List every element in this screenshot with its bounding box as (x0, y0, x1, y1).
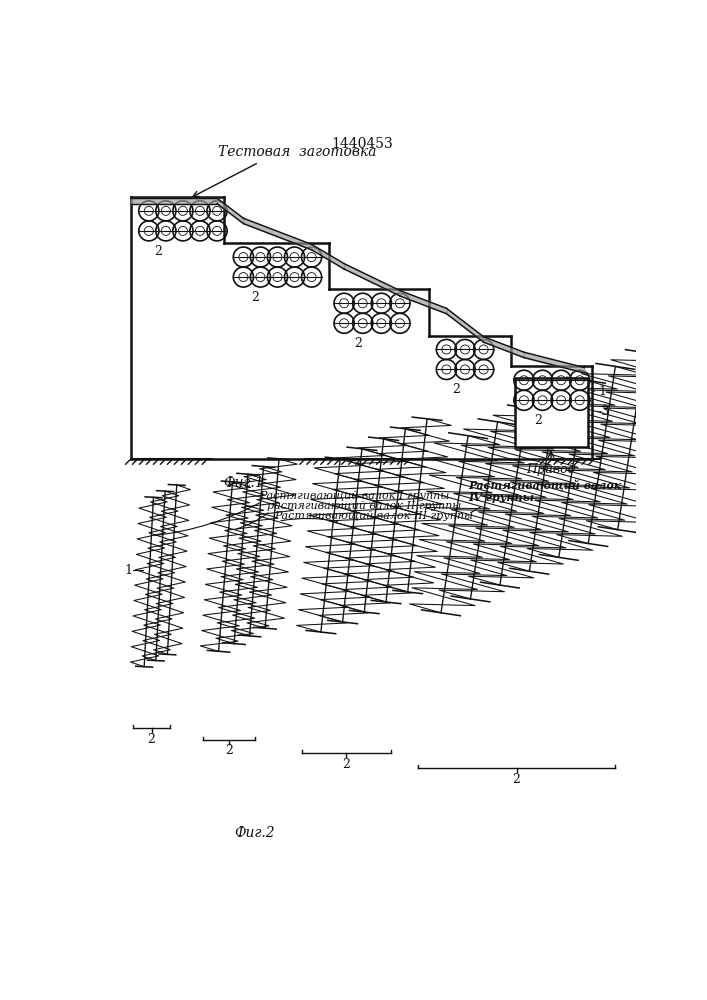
Text: 2: 2 (342, 758, 350, 771)
Text: 2: 2 (452, 383, 460, 396)
Text: Растягивающий валок III группы: Растягивающий валок III группы (274, 511, 474, 521)
Text: 2: 2 (354, 337, 362, 350)
Text: Тестовая  заготовка: Тестовая заготовка (218, 144, 377, 158)
Text: Растягивающий валок
IV группы: Растягивающий валок IV группы (468, 479, 621, 503)
Text: 1440453: 1440453 (331, 137, 393, 151)
Text: –3: –3 (595, 405, 609, 418)
Text: растягивающий валок II группы: растягивающий валок II группы (267, 501, 461, 511)
Bar (515, 378, 588, 447)
Text: Фиг.2: Фиг.2 (235, 826, 275, 840)
Text: 2: 2 (225, 744, 233, 757)
Text: Фиг.1: Фиг.1 (223, 476, 264, 490)
Text: 1: 1 (124, 564, 132, 577)
Text: 2: 2 (251, 291, 259, 304)
Text: Растягивающий валок I группы: Растягивающий валок I группы (259, 491, 449, 501)
Text: 2: 2 (534, 414, 542, 427)
Text: 2: 2 (154, 245, 162, 258)
Text: Привод: Привод (526, 463, 575, 476)
Text: 1: 1 (598, 385, 607, 398)
Text: 2: 2 (513, 773, 520, 786)
Text: 2: 2 (148, 733, 156, 746)
